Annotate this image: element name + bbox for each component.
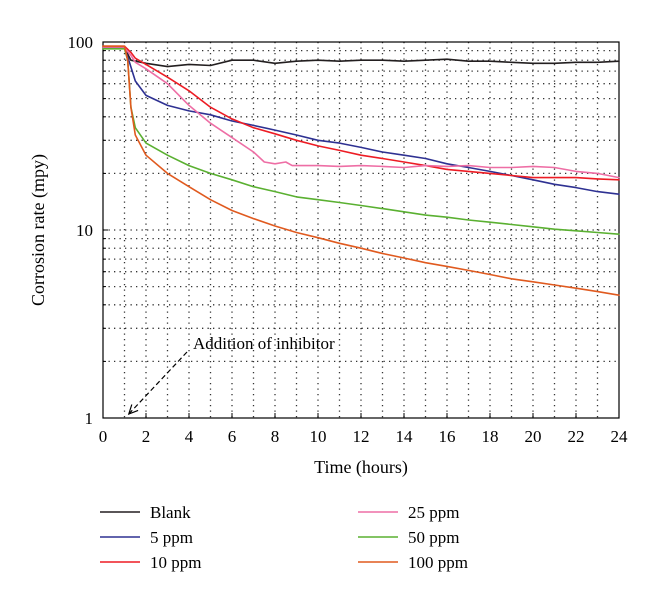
y-tick-label: 100	[68, 33, 94, 52]
legend-label-10-ppm: 10 ppm	[150, 553, 201, 572]
x-tick-label: 6	[228, 427, 237, 446]
grid	[103, 42, 619, 418]
x-tick-label: 2	[142, 427, 151, 446]
legend-label-100-ppm: 100 ppm	[408, 553, 468, 572]
x-tick-label: 0	[99, 427, 108, 446]
annotation-text: Addition of inhibitor	[193, 334, 335, 353]
x-axis-title: Time (hours)	[314, 457, 408, 478]
y-tick-label: 10	[76, 221, 93, 240]
legend-label-50-ppm: 50 ppm	[408, 528, 459, 547]
x-tick-label: 24	[611, 427, 629, 446]
series-line-blank	[102, 46, 620, 68]
series-line-50-ppm	[102, 47, 620, 235]
annotation: Addition of inhibitor	[127, 334, 335, 416]
x-tick-label: 22	[568, 427, 585, 446]
y-tick-label: 1	[85, 409, 94, 428]
series-lines	[102, 45, 620, 297]
series-line-25-ppm	[102, 47, 620, 179]
legend-label-25-ppm: 25 ppm	[408, 503, 459, 522]
annotation-arrow	[128, 351, 188, 415]
x-tick-label: 18	[482, 427, 499, 446]
x-tick-label: 14	[396, 427, 414, 446]
series-line-10-ppm	[102, 45, 620, 181]
legend-label-5-ppm: 5 ppm	[150, 528, 193, 547]
annotation-arrowhead	[127, 404, 139, 416]
x-tick-label: 16	[439, 427, 456, 446]
series-line-5-ppm	[102, 47, 620, 195]
series-line-100-ppm	[102, 45, 620, 297]
x-tick-label: 20	[525, 427, 542, 446]
y-axis-title: Corrosion rate (mpy)	[28, 154, 49, 306]
x-tick-label: 12	[353, 427, 370, 446]
legend: Blank 5 ppm 10 ppm 25 ppm 50 ppm 100 ppm	[100, 503, 468, 572]
x-tick-label: 8	[271, 427, 280, 446]
legend-label-blank: Blank	[150, 503, 191, 522]
x-tick-label: 4	[185, 427, 194, 446]
x-tick-label: 10	[310, 427, 327, 446]
